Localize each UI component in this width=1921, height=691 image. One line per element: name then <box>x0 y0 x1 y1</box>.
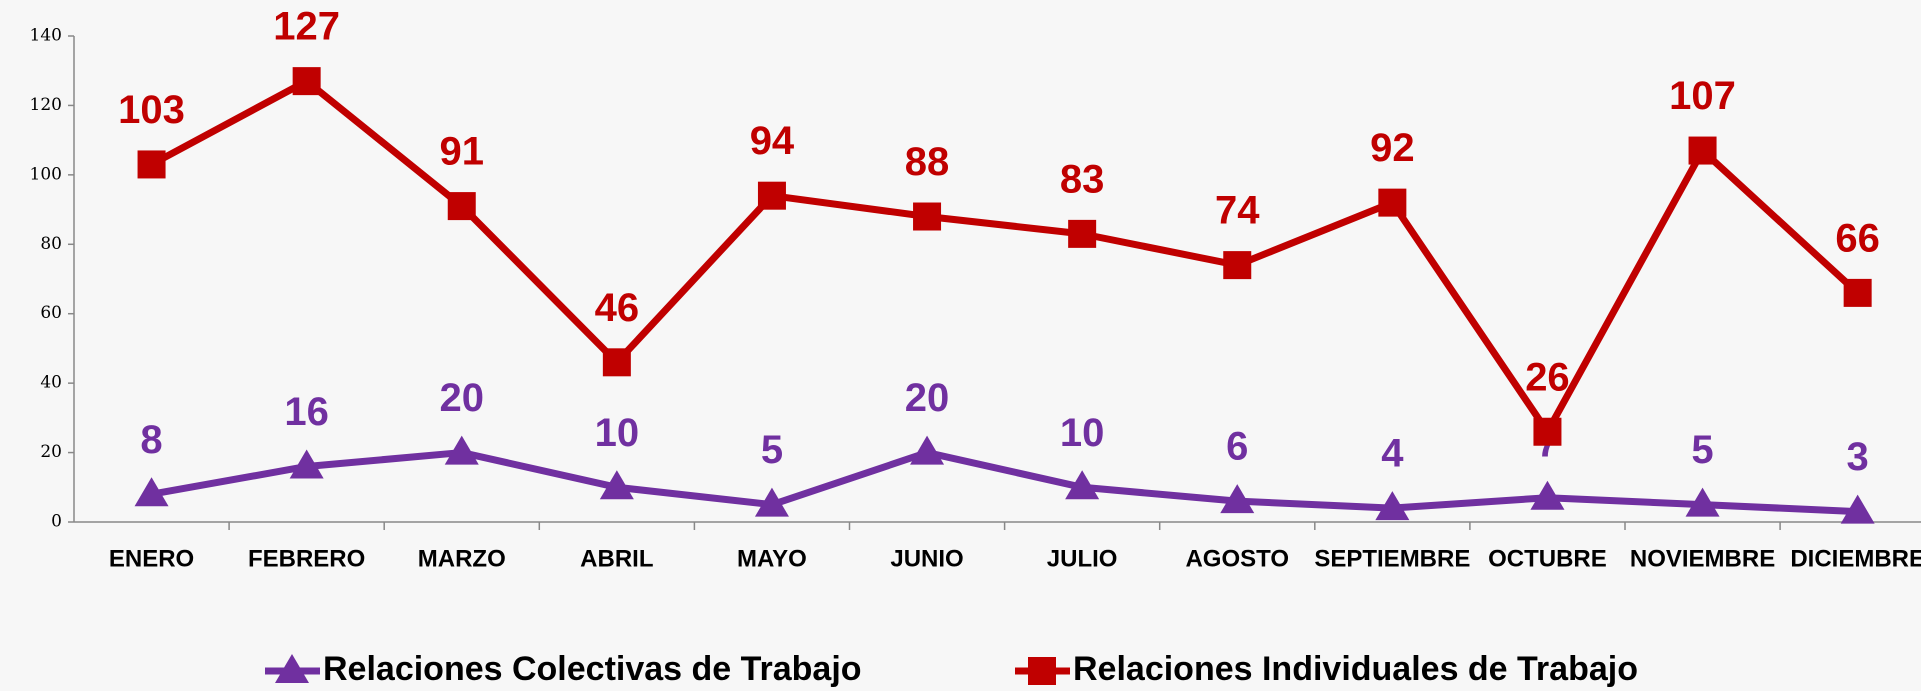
y-tick-label: 60 <box>40 303 62 323</box>
point <box>289 449 324 479</box>
x-tick-label: MARZO <box>418 545 506 572</box>
point <box>292 67 321 96</box>
x-tick-label: OCTUBRE <box>1488 545 1607 572</box>
x-tick-label: ENERO <box>109 545 194 572</box>
point <box>754 487 789 517</box>
x-tick-label: JULIO <box>1047 545 1118 572</box>
series-line <box>150 449 1858 516</box>
point <box>1685 487 1720 517</box>
point <box>1068 219 1097 248</box>
data-label: 92 <box>1370 126 1415 170</box>
x-tick-label: FEBRERO <box>248 545 365 572</box>
data-label: 88 <box>905 140 950 184</box>
data-label: 20 <box>905 376 950 420</box>
point <box>1840 494 1875 524</box>
data-label: 83 <box>1060 157 1105 201</box>
data-label: 127 <box>273 5 340 49</box>
data-label: 26 <box>1525 355 1570 399</box>
legend-label: Relaciones Individuales de Trabajo <box>1073 650 1638 688</box>
point <box>757 181 786 210</box>
data-label: 5 <box>1691 428 1713 472</box>
x-tick-label: ABRIL <box>580 545 653 572</box>
x-tick-label: NOVIEMBRE <box>1630 545 1775 572</box>
y-tick-label: 80 <box>40 234 62 254</box>
point <box>910 435 945 465</box>
y-tick-label: 120 <box>30 95 62 115</box>
data-label: 74 <box>1215 189 1260 233</box>
y-tick-label: 20 <box>40 442 62 462</box>
point <box>1065 470 1100 500</box>
x-tick-label: AGOSTO <box>1185 545 1289 572</box>
y-tick-label: 0 <box>51 512 62 532</box>
data-label: 10 <box>1060 411 1105 455</box>
point <box>1378 188 1407 217</box>
data-label: 8 <box>140 418 162 462</box>
point <box>444 435 479 465</box>
point <box>1223 251 1252 280</box>
data-label: 6 <box>1226 425 1248 469</box>
point <box>1220 484 1255 514</box>
legend-marker <box>275 654 309 683</box>
data-label: 10 <box>595 411 640 455</box>
y-tick-label: 140 <box>30 26 62 46</box>
point <box>1688 136 1717 165</box>
data-label: 20 <box>440 376 485 420</box>
point <box>1843 278 1872 307</box>
point <box>1375 491 1410 521</box>
point <box>602 348 631 377</box>
data-label: 4 <box>1381 432 1404 476</box>
data-label: 3 <box>1847 435 1869 479</box>
data-label: 66 <box>1835 216 1880 260</box>
data-label: 5 <box>761 428 783 472</box>
y-tick-label: 40 <box>40 373 62 393</box>
point <box>599 470 634 500</box>
point <box>913 202 942 231</box>
point <box>134 477 169 507</box>
x-tick-label: DICIEMBRE <box>1790 545 1921 572</box>
data-label: 46 <box>595 286 640 330</box>
x-tick-label: JUNIO <box>890 545 963 572</box>
series-line <box>149 77 1861 436</box>
legend-marker <box>1028 657 1056 685</box>
point <box>447 192 476 221</box>
data-label: 91 <box>440 130 485 174</box>
x-tick-label: SEPTIEMBRE <box>1314 545 1470 572</box>
data-label: 103 <box>118 88 185 132</box>
x-tick-label: MAYO <box>737 545 807 572</box>
legend-label: Relaciones Colectivas de Trabajo <box>323 650 862 688</box>
data-label: 94 <box>750 119 795 163</box>
point <box>137 150 166 179</box>
point <box>1533 417 1562 446</box>
y-tick-label: 100 <box>30 164 62 184</box>
data-label: 16 <box>284 390 329 434</box>
point <box>1530 480 1565 510</box>
data-label: 107 <box>1669 74 1736 118</box>
